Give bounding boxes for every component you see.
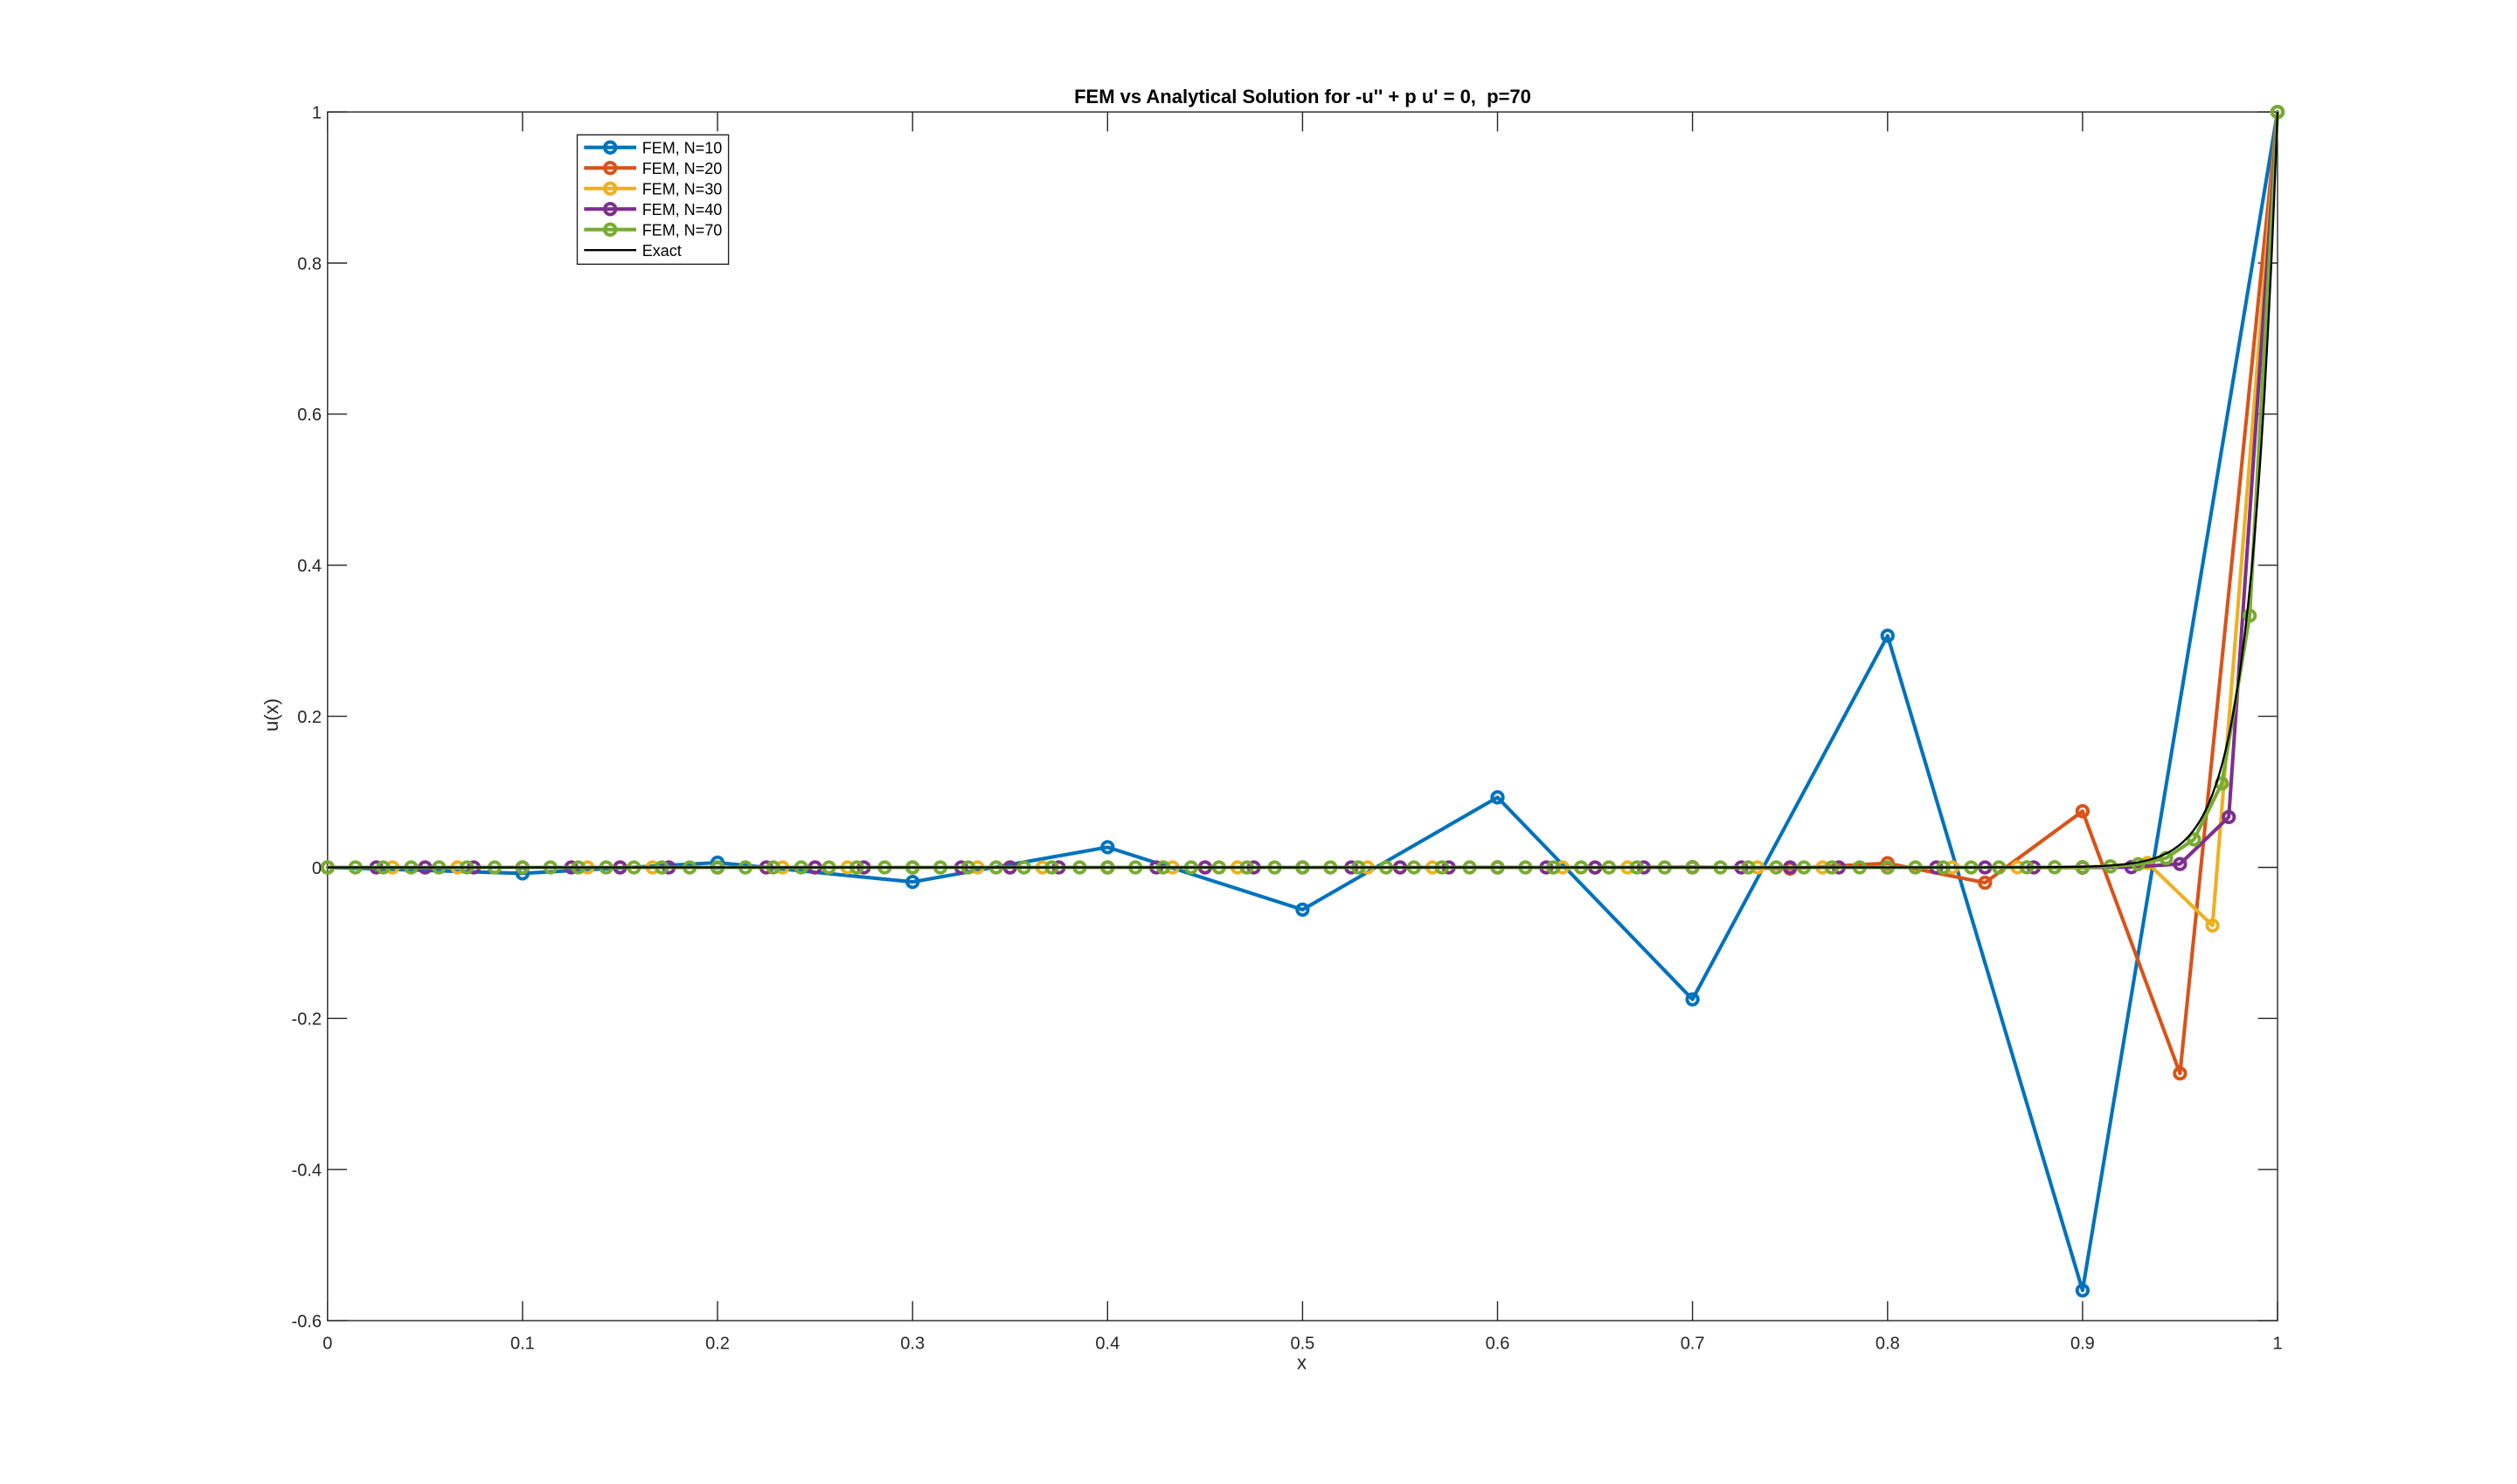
svg-text:1: 1 [312,103,322,122]
svg-text:FEM, N=30: FEM, N=30 [642,180,723,198]
svg-text:0.5: 0.5 [1290,1335,1314,1354]
svg-text:0: 0 [312,859,322,878]
svg-text:1: 1 [2272,1335,2282,1354]
svg-text:u(x): u(x) [260,698,282,732]
svg-text:-0.6: -0.6 [292,1312,322,1331]
svg-text:0.6: 0.6 [1486,1335,1510,1354]
svg-text:FEM, N=20: FEM, N=20 [642,160,723,177]
svg-text:0.2: 0.2 [705,1335,730,1354]
svg-text:0.4: 0.4 [297,557,322,576]
svg-text:0.9: 0.9 [2070,1335,2095,1354]
svg-text:0.2: 0.2 [297,708,322,727]
svg-text:0.4: 0.4 [1095,1335,1120,1354]
svg-text:Exact: Exact [642,242,682,260]
svg-text:FEM vs Analytical Solution for: FEM vs Analytical Solution for -u'' + p … [1074,86,1531,107]
svg-text:0.8: 0.8 [297,254,322,274]
svg-text:0.6: 0.6 [297,406,322,425]
svg-text:0.8: 0.8 [1876,1335,1900,1354]
svg-text:0.7: 0.7 [1681,1335,1705,1354]
svg-text:FEM, N=40: FEM, N=40 [642,201,723,218]
svg-text:0.1: 0.1 [510,1335,535,1354]
svg-text:FEM, N=10: FEM, N=10 [642,139,723,156]
svg-text:-0.2: -0.2 [292,1010,322,1030]
svg-text:0.3: 0.3 [900,1335,925,1354]
svg-text:x: x [1297,1352,1307,1374]
svg-text:0: 0 [322,1335,332,1354]
svg-text:FEM, N=70: FEM, N=70 [642,221,723,239]
svg-text:-0.4: -0.4 [292,1162,322,1181]
